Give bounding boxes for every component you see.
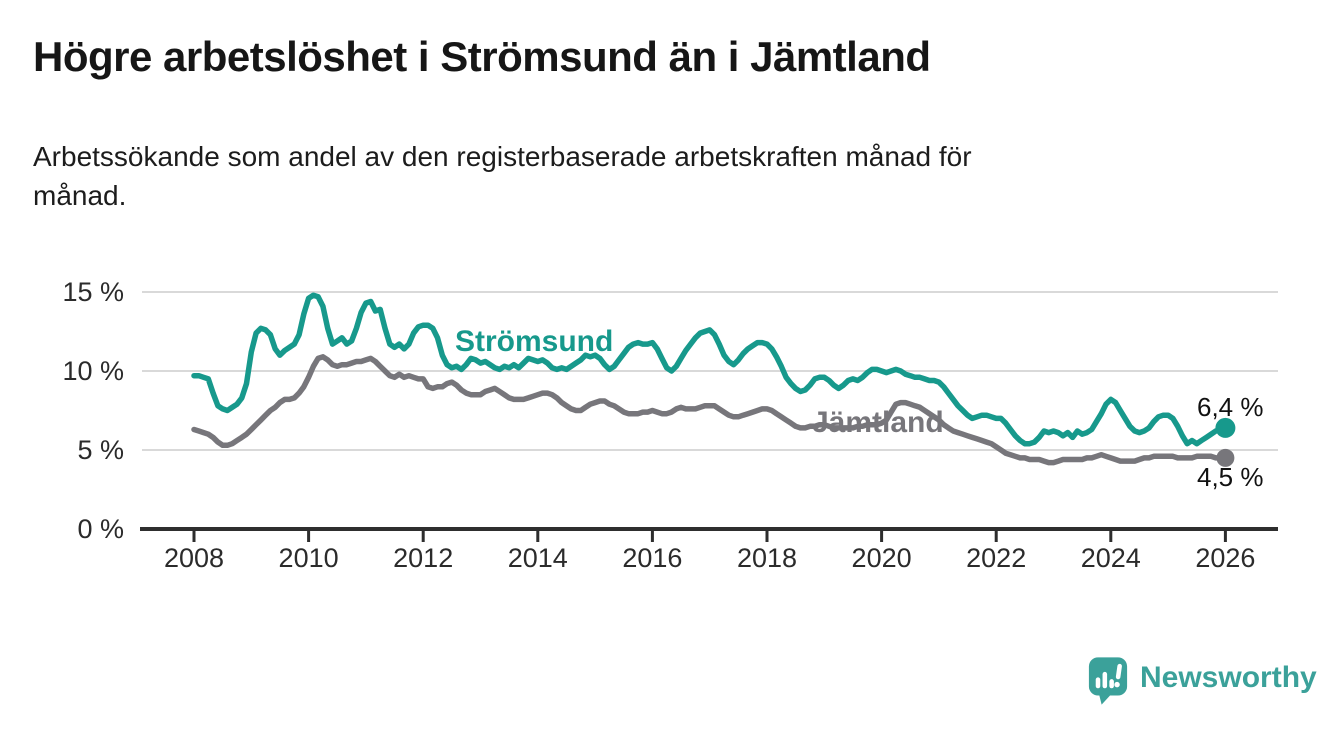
end-value-stromsund: 6,4 % xyxy=(1197,392,1264,422)
end-dot-jmtland xyxy=(1216,448,1235,467)
series-line-strmsund xyxy=(191,292,1229,447)
subtitle-line-2: månad. xyxy=(33,179,127,211)
series-line-jmtland xyxy=(191,354,1229,466)
x-tick-label-2022: 2022 xyxy=(966,543,1027,573)
y-tick-label-15: 15 % xyxy=(62,277,124,307)
y-tick-label-10: 10 % xyxy=(62,356,124,386)
newsworthy-wordmark: Newsworthy xyxy=(1140,661,1317,694)
x-tick-label-2014: 2014 xyxy=(507,543,568,573)
y-tick-label-5: 5 % xyxy=(77,435,124,465)
x-tick-label-2012: 2012 xyxy=(393,543,454,573)
x-tick-label-2018: 2018 xyxy=(736,543,798,573)
chart-subtitle: Arbetssökande som andel av den registerb… xyxy=(33,138,972,215)
x-tick-label-2008: 2008 xyxy=(163,543,225,573)
series-label-jamtland: Jämtland xyxy=(812,406,944,439)
x-tick-label-2016: 2016 xyxy=(622,543,683,573)
newsworthy-logo[interactable]: Newsworthy xyxy=(1088,656,1317,706)
x-tick-label-2020: 2020 xyxy=(851,543,912,573)
x-tick-label-2024: 2024 xyxy=(1080,543,1141,573)
series-label-stromsund: Strömsund xyxy=(455,325,614,358)
page-title: Högre arbetslöshet i Strömsund än i Jämt… xyxy=(33,33,931,80)
y-tick-label-0: 0 % xyxy=(77,514,124,544)
end-dot-strmsund xyxy=(1215,417,1236,438)
newsworthy-bubble-chart-icon xyxy=(1088,657,1128,705)
x-tick-label-2010: 2010 xyxy=(278,543,339,573)
subtitle-line-1: Arbetssökande som andel av den registerb… xyxy=(33,141,972,172)
x-tick-label-2026: 2026 xyxy=(1195,543,1256,573)
end-value-jamtland: 4,5 % xyxy=(1197,462,1264,492)
